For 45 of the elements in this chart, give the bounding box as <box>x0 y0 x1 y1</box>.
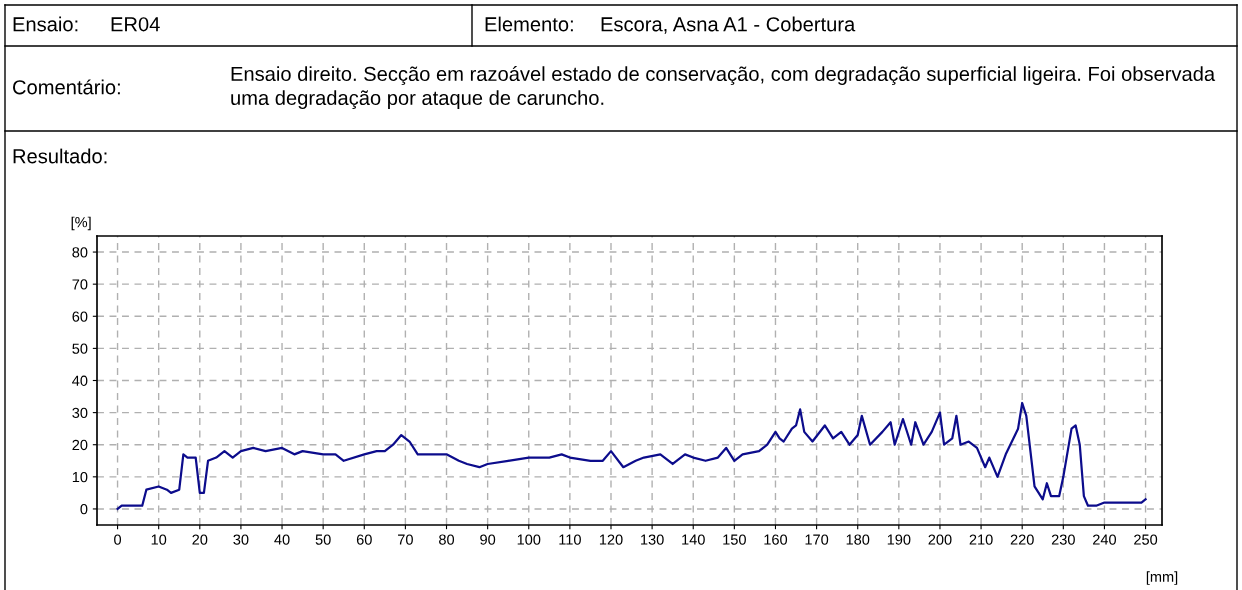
line-series <box>116 401 1147 511</box>
x-tick-label: 60 <box>356 534 372 545</box>
x-tick-label: 70 <box>398 534 413 545</box>
x-tick-label: 190 <box>887 534 911 545</box>
x-tick-label: 80 <box>439 534 455 545</box>
x-tick-label: 180 <box>846 534 870 545</box>
y-tick-label: 0 <box>80 504 88 515</box>
x-tick-label: 90 <box>480 534 496 545</box>
x-tick-label: 110 <box>559 534 581 545</box>
x-tick-label: 220 <box>1010 534 1034 545</box>
y-tick-label: 10 <box>72 471 88 483</box>
x-tick-label: 140 <box>682 534 705 545</box>
x-tick-label: 250 <box>1134 534 1158 545</box>
x-tick-label: 10 <box>151 534 167 545</box>
y-tick-label: 30 <box>72 407 88 419</box>
x-tick-label: 120 <box>599 534 623 545</box>
text: Comentário: <box>13 79 120 95</box>
x-axis-title: [mm] <box>1146 571 1178 585</box>
text: Escora, Asna A1 - Cobertura <box>601 16 856 34</box>
x-tick-label: 230 <box>1051 534 1075 545</box>
y-axis-title: [%] <box>71 216 91 231</box>
y-tick-label: 40 <box>72 375 88 386</box>
x-tick-label: 40 <box>274 534 290 545</box>
text: Elemento: <box>485 16 573 32</box>
x-tick-label: 100 <box>517 534 541 545</box>
text: Ensaio direito. Secção em razoável estado de conservação, com degradação superficial ligeira. Foi observada uma degradação por ataque de caruncho. <box>231 66 1216 110</box>
y-tick-label: 70 <box>72 279 88 290</box>
text: ER04 <box>111 17 160 32</box>
text: Ensaio: <box>13 16 78 32</box>
x-tick-label: 130 <box>641 534 664 545</box>
x-tick-label: 160 <box>764 534 788 545</box>
y-tick-label: 50 <box>72 343 88 354</box>
y-tick-label: 20 <box>72 439 88 451</box>
x-tick-label: 0 <box>114 534 122 545</box>
x-tick-label: 30 <box>233 534 249 545</box>
x-tick-label: 200 <box>928 534 952 545</box>
x-tick-label: 50 <box>315 534 331 545</box>
x-tick-label: 210 <box>969 534 993 545</box>
y-tick-label: 80 <box>72 247 88 258</box>
x-tick-label: 170 <box>805 534 829 545</box>
x-tick-label: 20 <box>192 534 208 545</box>
y-tick-label: 60 <box>72 311 88 322</box>
text: Resultado: <box>13 148 107 164</box>
x-tick-label: 240 <box>1093 534 1117 545</box>
x-tick-label: 150 <box>723 534 746 545</box>
